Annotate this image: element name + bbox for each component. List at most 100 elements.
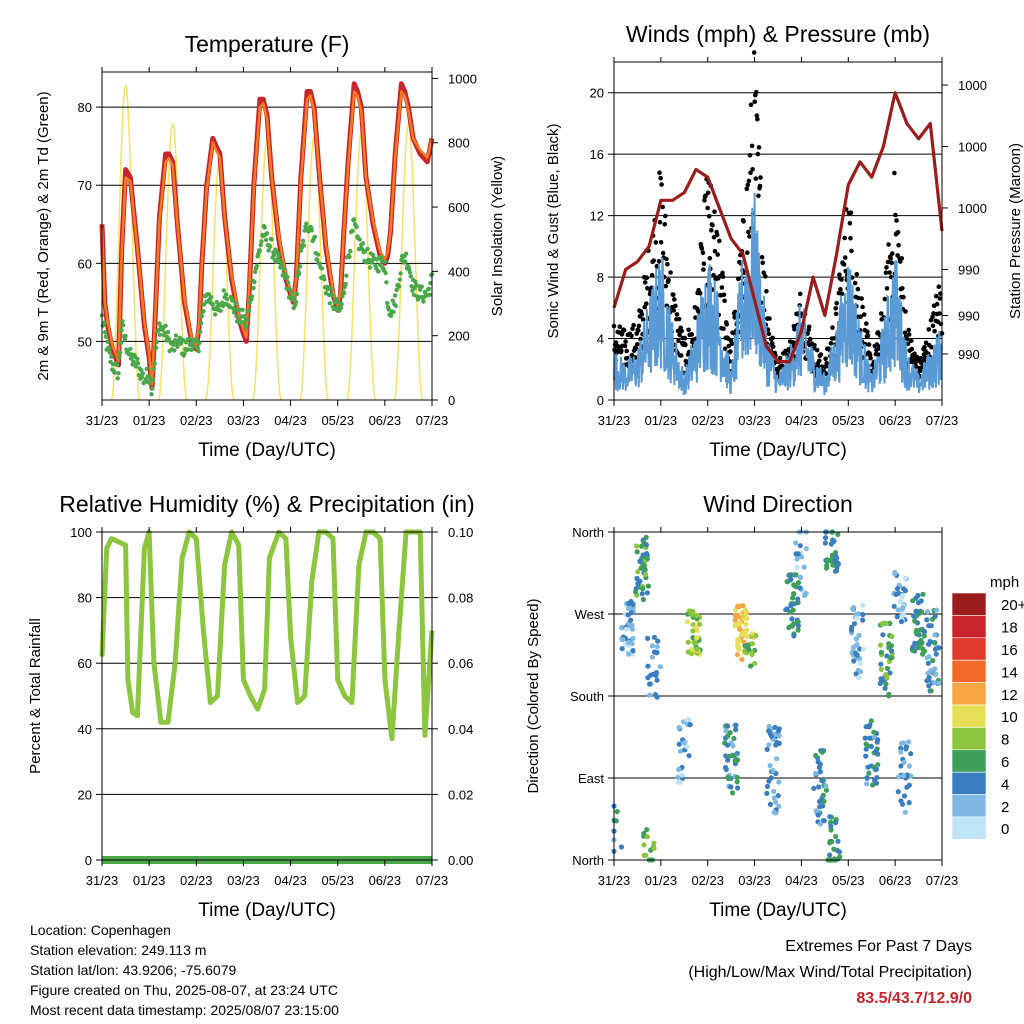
colorbar-label: 18: [1001, 620, 1018, 637]
gust-point: [884, 286, 890, 291]
direction-point: [920, 646, 926, 652]
dewpoint-point: [277, 258, 282, 263]
gust-point: [712, 248, 718, 254]
dewpoint-point: [352, 217, 357, 222]
gust-point: [889, 260, 894, 266]
elevation-text: Station elevation: 249.113 m: [30, 942, 207, 958]
gust-point: [728, 349, 733, 354]
gust-point: [744, 186, 750, 192]
direction-point: [911, 613, 917, 619]
wind-ytick-label: 0: [597, 393, 604, 408]
direction-point: [860, 617, 866, 623]
dewpoint-point: [376, 269, 381, 274]
direction-point: [788, 602, 794, 609]
temp-title: Temperature (F): [185, 31, 350, 57]
direction-point: [651, 840, 657, 846]
dewpoint-point: [297, 264, 303, 269]
dewpoint-point: [392, 293, 398, 298]
direction-point: [798, 574, 804, 581]
solar-ytick-label: 600: [448, 200, 470, 215]
gust-point: [882, 296, 888, 302]
temp-xtick-label: 03/23: [227, 413, 260, 428]
colorbar-swatch: [951, 704, 987, 728]
gust-point: [630, 326, 635, 332]
gust-point: [901, 294, 906, 300]
wind-xlabel: Time (Day/UTC): [709, 440, 847, 461]
gust-point: [855, 286, 861, 292]
direction-point: [733, 722, 739, 728]
solar-ytick-label: 400: [448, 264, 470, 279]
dewpoint-point: [121, 323, 126, 328]
direction-point: [693, 624, 699, 630]
gust-point: [686, 327, 691, 333]
direction-point: [630, 635, 636, 642]
direction-point: [892, 571, 898, 577]
dewpoint-point: [149, 392, 154, 397]
direction-point: [789, 616, 795, 622]
gust-point: [710, 223, 715, 228]
rh-xtick-label: 03/23: [227, 873, 260, 888]
direction-point: [868, 718, 874, 724]
gust-point: [689, 332, 695, 337]
gust-point: [649, 272, 655, 278]
direction-point: [774, 756, 780, 762]
dewpoint-point: [139, 368, 144, 373]
direction-point: [866, 770, 872, 776]
dewpoint-point: [276, 252, 281, 258]
direction-point: [884, 675, 890, 681]
gust-point: [640, 317, 646, 322]
gust-point: [712, 209, 717, 214]
dewpoint-point: [122, 337, 128, 342]
dewpoint-point: [347, 254, 352, 259]
dewpoint-point: [388, 313, 394, 319]
dewpoint-point: [218, 308, 223, 313]
direction-point: [865, 764, 871, 770]
dewpoint-point: [322, 277, 327, 282]
direction-point: [630, 648, 636, 654]
created-text: Figure created on Thu, 2025-08-07, at 23…: [30, 982, 338, 998]
dewpoint-point: [136, 372, 142, 378]
dewpoint-point: [428, 280, 433, 286]
direction-point: [878, 666, 884, 673]
direction-point: [866, 724, 872, 730]
direction-point: [895, 789, 901, 795]
gust-point: [705, 190, 711, 196]
gust-point: [660, 250, 666, 256]
gust-point: [895, 230, 901, 235]
gust-point: [666, 277, 671, 283]
direction-point: [691, 639, 697, 645]
direction-point: [743, 621, 749, 628]
dewpoint-point: [426, 286, 432, 291]
direction-point: [686, 753, 692, 759]
gust-point: [938, 321, 944, 327]
gust-point: [934, 301, 940, 307]
direction-point: [776, 740, 782, 747]
dewpoint-point: [385, 300, 390, 306]
temp-xtick-label: 04/23: [274, 413, 307, 428]
direction-point: [676, 724, 682, 731]
direction-point: [897, 598, 904, 605]
dewpoint-point: [285, 274, 290, 280]
dewpoint-point: [340, 294, 345, 299]
direction-point: [898, 763, 904, 769]
gust-point: [714, 232, 720, 238]
direction-point: [900, 610, 906, 617]
direction-point: [655, 638, 661, 644]
direction-point: [732, 612, 739, 619]
dewpoint-point: [102, 320, 107, 325]
gust-point: [818, 352, 824, 357]
dewpoint-point: [386, 307, 391, 312]
direction-point: [903, 744, 910, 750]
rh-ytick-label: 40: [78, 722, 92, 737]
gust-point: [671, 308, 677, 313]
direction-point: [640, 596, 647, 603]
direction-point: [791, 633, 797, 639]
direction-point: [743, 612, 749, 618]
gust-point: [711, 234, 717, 240]
gust-point: [629, 333, 634, 339]
direction-point: [790, 595, 796, 601]
dewpoint-point: [252, 279, 257, 285]
direction-point: [641, 842, 647, 848]
direction-point: [813, 808, 819, 814]
direction-point: [776, 726, 782, 732]
